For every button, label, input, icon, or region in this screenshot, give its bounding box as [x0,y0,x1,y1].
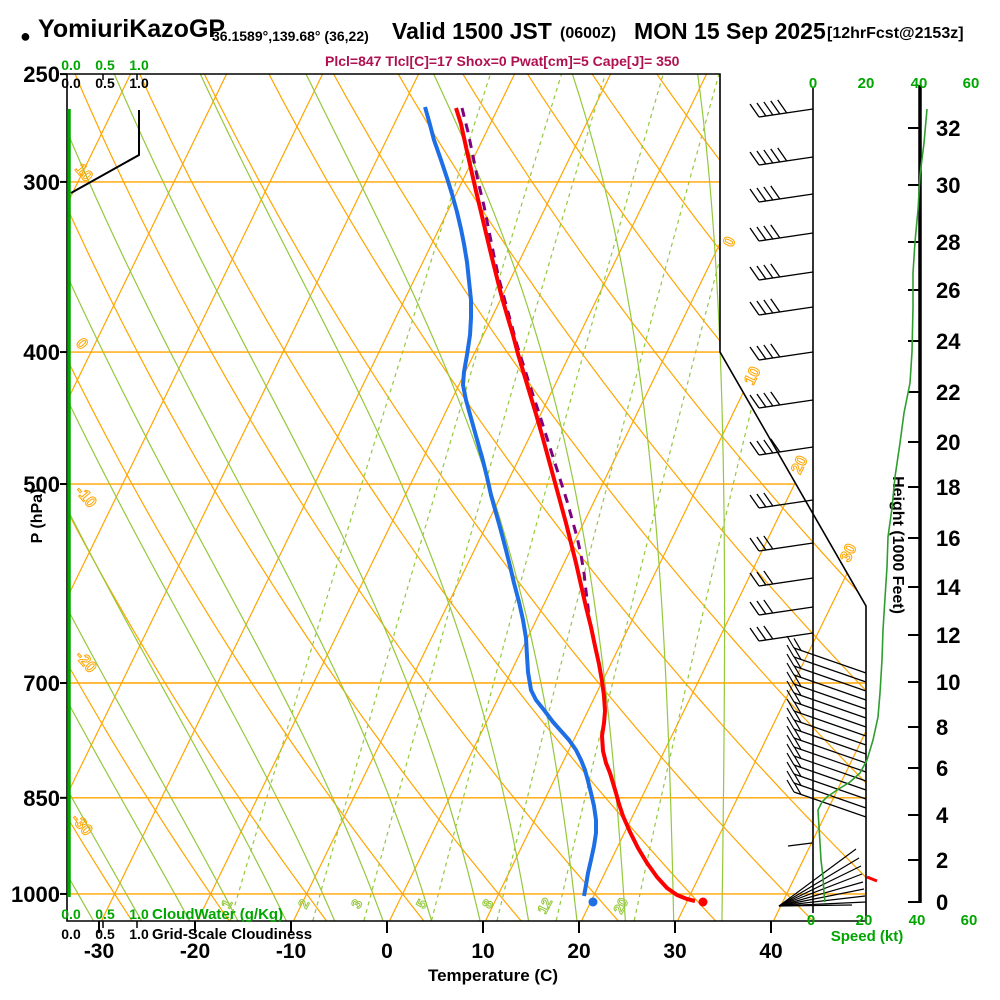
svg-text:3: 3 [348,896,366,911]
svg-text:850: 850 [23,786,60,811]
svg-text:0.0: 0.0 [61,57,81,73]
background-grid [67,74,866,921]
svg-text:0: 0 [381,940,393,963]
station-name: YomiuriKazoGP [38,15,226,43]
svg-text:32: 32 [936,116,960,141]
svg-text:1.0: 1.0 [129,57,149,73]
svg-text:0: 0 [809,75,817,92]
svg-text:700: 700 [23,671,60,696]
svg-text:20: 20 [856,912,873,929]
svg-text:400: 400 [23,340,60,365]
svg-text:5: 5 [413,896,431,911]
svg-text:18: 18 [936,475,960,500]
svg-text:0: 0 [807,912,815,929]
plot-frame [66,73,867,922]
svg-text:30: 30 [663,940,686,963]
svg-text:10: 10 [936,670,960,695]
temperature-axis-title: Temperature (C) [428,966,558,985]
surface-temp-dot [698,897,708,907]
wind-barbs [749,99,867,907]
svg-text:-30: -30 [68,811,96,840]
svg-text:8: 8 [479,896,497,911]
svg-text:250: 250 [23,62,60,87]
forecast-info: [12hrFcst@2153z] [827,25,964,42]
profiles [67,106,928,907]
svg-text:-10: -10 [276,940,306,963]
svg-text:-30: -30 [84,940,114,963]
svg-text:28: 28 [936,230,960,255]
edge-temp-marker [866,875,878,883]
svg-text:20: 20 [788,453,811,477]
svg-text:0.5: 0.5 [95,75,115,91]
svg-text:1.0: 1.0 [129,926,149,942]
svg-text:-20: -20 [72,648,100,677]
svg-text:-10: -10 [72,483,100,512]
cloudwater-axis-title: CloudWater (g/Kg) [152,906,283,923]
dewpoint-curve [423,106,598,897]
svg-text:1.0: 1.0 [129,75,149,91]
svg-text:14: 14 [936,575,961,600]
parcel-parameters: Plcl=847 Tlcl[C]=17 Shox=0 Pwat[cm]=5 Ca… [325,53,680,69]
station-coordinates: 36.1589°,139.68° (36,22) [212,28,369,44]
cloudiness-axis-title: Grid-Scale Cloudiness [152,926,312,943]
svg-text:12: 12 [936,623,960,648]
svg-text:60: 60 [963,75,980,92]
svg-text:12: 12 [534,895,556,916]
svg-text:40: 40 [909,912,926,929]
svg-text:20: 20 [936,430,960,455]
pressure-axis-title: P (hPa) [29,489,46,544]
svg-text:22: 22 [936,380,960,405]
svg-text:500: 500 [23,472,60,497]
svg-text:0.5: 0.5 [95,906,115,922]
svg-text:-20: -20 [180,940,210,963]
svg-text:60: 60 [961,912,978,929]
speed-axis-title: Speed (kt) [831,928,904,945]
svg-text:0: 0 [936,890,948,915]
svg-text:0.0: 0.0 [61,75,81,91]
parcel-curve [460,107,591,618]
svg-text:0: 0 [72,335,91,353]
svg-text:8: 8 [936,715,948,740]
svg-text:0.0: 0.0 [61,926,81,942]
svg-text:0.0: 0.0 [61,906,81,922]
svg-text:40: 40 [911,75,928,92]
svg-text:1000: 1000 [11,882,60,907]
height-axis-title: Height (1000 Feet) [889,476,906,614]
svg-text:20: 20 [610,895,632,916]
svg-text:30: 30 [936,173,960,198]
svg-text:4: 4 [936,803,949,828]
valid-time-utc: (0600Z) [560,25,617,42]
svg-text:10: 10 [741,364,764,388]
temperature-curve [454,107,696,903]
svg-text:20: 20 [858,75,875,92]
svg-text:2: 2 [936,848,948,873]
wind-speed-curve [817,108,928,903]
svg-text:20: 20 [567,940,590,963]
svg-text:40: 40 [759,940,782,963]
svg-text:16: 16 [936,526,960,551]
svg-text:300: 300 [23,170,60,195]
cloudiness-profile [70,110,140,194]
svg-text:26: 26 [936,278,960,303]
valid-time: Valid 1500 JST [392,18,552,44]
svg-text:0.5: 0.5 [95,57,115,73]
svg-text:0.5: 0.5 [95,926,115,942]
valid-date: MON 15 Sep 2025 [634,18,826,44]
svg-text:0: 0 [720,234,739,250]
svg-text:6: 6 [936,756,948,781]
station-bullet-icon: ● [20,26,31,46]
svg-text:10: 10 [471,940,494,963]
svg-text:1.0: 1.0 [129,906,149,922]
svg-text:24: 24 [936,329,961,354]
surface-dewpoint-dot [588,897,598,907]
